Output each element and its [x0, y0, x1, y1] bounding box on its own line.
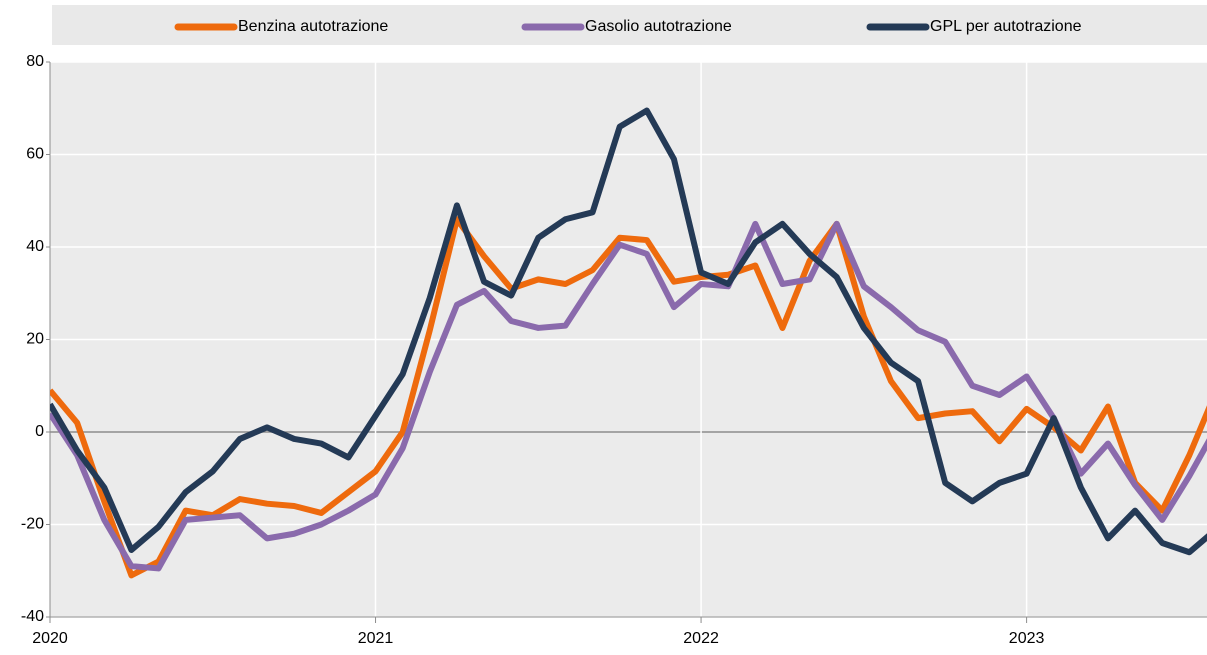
plot-lines: [50, 107, 1207, 579]
x-tick-label: 2021: [358, 630, 394, 647]
y-tick-label: 40: [26, 238, 44, 255]
y-tick-label: -40: [21, 608, 44, 625]
y-tick-label: 0: [35, 423, 44, 440]
x-tick-label: 2022: [683, 630, 719, 647]
y-tick-label: 20: [26, 331, 44, 348]
y-tick-label: -20: [21, 516, 44, 533]
x-tick-label: 2020: [32, 630, 68, 647]
y-tick-label: 60: [26, 146, 44, 163]
x-tick-label: 2023: [1009, 630, 1045, 647]
legend-label: Benzina autotrazione: [238, 18, 388, 35]
y-tick-label: 80: [26, 53, 44, 70]
series-line: [50, 216, 1207, 579]
legend-label: GPL per autotrazione: [930, 18, 1082, 35]
series-line: [50, 220, 1207, 572]
legend-label: Gasolio autotrazione: [585, 18, 732, 35]
legend-background: [52, 5, 1207, 45]
series-line: [50, 107, 1207, 556]
